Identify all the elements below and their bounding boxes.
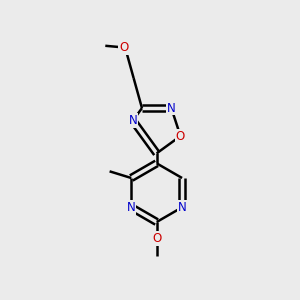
Text: O: O [119,41,128,54]
Text: N: N [127,201,136,214]
Text: O: O [152,232,161,245]
Text: O: O [176,130,185,142]
Text: N: N [128,114,137,127]
Text: N: N [178,201,186,214]
Text: N: N [167,102,176,115]
